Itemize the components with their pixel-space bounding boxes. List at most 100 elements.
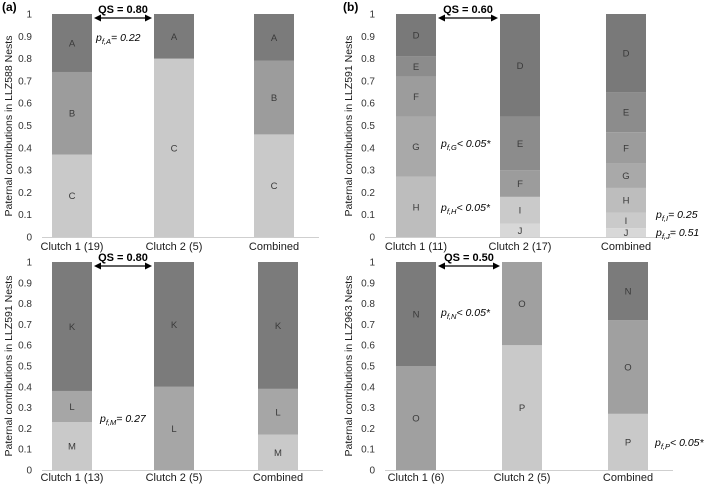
y-tick-label: 1	[369, 10, 375, 21]
y-tick-label: 0.4	[361, 143, 375, 154]
bar-segment-label: C	[171, 143, 178, 154]
bar-segment-A	[254, 14, 294, 61]
bar-segment-label: E	[623, 108, 629, 119]
bar-segment-label: N	[625, 287, 632, 298]
x-category-label: Clutch 1 (19)	[41, 241, 104, 253]
bar-segment-label: N	[413, 310, 420, 321]
p-value-annotation-J-value: = 0.51	[670, 227, 700, 239]
bar-segment-D	[396, 14, 436, 57]
bar-segment-A	[154, 14, 194, 59]
bar-segment-O	[502, 262, 542, 346]
y-tick-label: 0.8	[361, 54, 375, 65]
y-tick-label: 0	[26, 466, 32, 477]
bar-segment-label: D	[623, 49, 630, 60]
bar-segment-P	[608, 413, 648, 470]
y-tick-label: 1	[26, 258, 32, 269]
bar-segment-G	[396, 116, 436, 177]
y-tick-label: 1	[369, 258, 375, 269]
bar-segment-label: C	[271, 181, 278, 192]
x-category-label: Clutch 1 (11)	[385, 241, 447, 253]
bar-segment-label: L	[275, 407, 280, 418]
y-tick-label: 0.3	[18, 403, 32, 414]
y-tick-label: 1	[26, 10, 32, 21]
bar-segment-E	[396, 56, 436, 77]
bar-segment-label: C	[69, 191, 76, 202]
bar-segment-I	[606, 212, 646, 229]
y-tick-label: 0.7	[18, 320, 32, 331]
p-value-annotation-P-value: < 0.05*	[670, 437, 704, 449]
qs-arrow-head-right	[493, 262, 500, 270]
y-tick-label: 0.8	[18, 54, 32, 65]
y-tick-label: 0.5	[18, 362, 32, 373]
p-value-annotation-A-subscript: f,A	[102, 37, 111, 46]
bar-segment-A	[52, 14, 92, 72]
y-tick-label: 0.7	[361, 320, 375, 331]
y-tick-label: 0	[369, 466, 375, 477]
qs-arrow-head-left	[438, 14, 445, 22]
qs-label: QS = 0.80	[98, 252, 148, 264]
bar-segment-label: K	[275, 321, 282, 332]
y-tick-label: 0.2	[361, 188, 375, 199]
p-value-annotation-H-p: p	[440, 202, 447, 214]
qs-label: QS = 0.60	[443, 4, 493, 16]
bar-segment-M	[258, 434, 298, 470]
y-tick-label: 0.3	[361, 403, 375, 414]
y-tick-label: 0.8	[18, 299, 32, 310]
panel-a-label: (a)	[2, 0, 17, 14]
p-value-annotation-A-value: = 0.22	[111, 32, 141, 44]
panel-b-label: (b)	[343, 0, 358, 14]
y-tick-label: 0.2	[361, 424, 375, 435]
bar-segment-label: M	[68, 442, 76, 453]
y-tick-label: 0	[26, 233, 32, 244]
p-value-annotation-M-value: = 0.27	[116, 413, 147, 425]
p-value-annotation-G-p: p	[440, 138, 447, 150]
p-value-annotation-G: pf,G< 0.05*	[440, 138, 491, 152]
bar-segment-label: J	[518, 226, 523, 237]
bar-segment-L	[52, 390, 92, 423]
bar-segment-J	[500, 223, 540, 237]
bar-segment-E	[606, 92, 646, 133]
bar-segment-K	[154, 262, 194, 387]
bar-segment-label: I	[625, 216, 628, 227]
qs-arrow-head-right	[145, 14, 152, 22]
p-value-annotation-G-value: < 0.05*	[457, 138, 491, 150]
bar-segment-O	[608, 320, 648, 414]
y-tick-label: 0.1	[18, 210, 32, 221]
y-tick-label: 0.6	[361, 99, 375, 110]
y-tick-label: 0.7	[18, 76, 32, 87]
bar-segment-C	[52, 154, 92, 237]
y-axis-label: Paternal contributions in LLZ963 Nests	[343, 276, 355, 457]
x-category-label: Clutch 1 (13)	[41, 472, 104, 484]
y-tick-label: 0.9	[18, 278, 32, 289]
bar-segment-label: A	[271, 33, 278, 44]
bar-segment-label: F	[623, 143, 629, 154]
y-tick-label: 0.5	[361, 362, 375, 373]
bar-segment-F	[396, 76, 436, 117]
qs-arrow-head-left	[438, 262, 445, 270]
p-value-annotation-A-p: p	[95, 32, 102, 44]
bar-segment-label: E	[517, 139, 523, 150]
y-tick-label: 0.4	[361, 382, 375, 393]
bar-segment-F	[500, 170, 540, 197]
p-value-annotation-H-subscript: f,H	[447, 207, 457, 216]
x-category-label: Combined	[603, 472, 653, 484]
qs-arrow-head-left	[94, 14, 101, 22]
p-value-annotation-J-subscript: f,J	[662, 232, 670, 241]
p-value-annotation-P-p: p	[654, 437, 661, 449]
y-tick-label: 0.2	[18, 188, 32, 199]
x-category-label: Clutch 2 (5)	[146, 472, 203, 484]
bar-segment-label: O	[624, 363, 631, 374]
y-tick-label: 0	[369, 233, 375, 244]
bar-segment-B	[254, 60, 294, 135]
bar-segment-D	[606, 14, 646, 93]
p-value-annotation-A: pf,A= 0.22	[95, 32, 141, 46]
bar-segment-H	[396, 176, 436, 237]
bar-segment-label: A	[69, 38, 76, 49]
bar-segment-I	[500, 196, 540, 224]
p-value-annotation-G-subscript: f,G	[447, 143, 457, 152]
bar-segment-label: K	[171, 320, 178, 331]
x-category-label: Clutch 2 (5)	[494, 472, 551, 484]
y-tick-label: 0.3	[361, 166, 375, 177]
bar-segment-E	[500, 116, 540, 171]
